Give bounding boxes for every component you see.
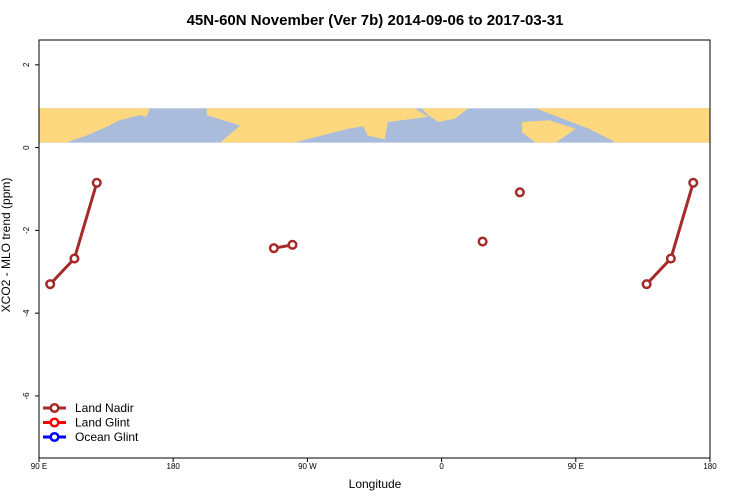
data-point bbox=[45, 279, 56, 290]
land-mass bbox=[132, 108, 150, 117]
data-point bbox=[268, 243, 279, 254]
x-tick-label: 0 bbox=[439, 462, 444, 471]
y-tick-label: 2 bbox=[22, 62, 31, 67]
x-tick-label: 90 W bbox=[298, 462, 317, 471]
land-mass bbox=[421, 108, 469, 123]
legend-label: Ocean Glint bbox=[75, 430, 139, 444]
legend-swatch-marker bbox=[49, 417, 60, 428]
chart-title: 45N-60N November (Ver 7b) 2014-09-06 to … bbox=[187, 12, 564, 29]
data-point bbox=[91, 177, 102, 188]
land-mass bbox=[676, 108, 710, 126]
series-line bbox=[645, 182, 695, 286]
land-mass bbox=[39, 108, 140, 143]
x-tick-label: 90 E bbox=[31, 462, 47, 471]
y-axis: 2 0 -2 -4 -6 bbox=[22, 62, 39, 399]
y-tick-label: -4 bbox=[22, 309, 31, 317]
series-line bbox=[49, 182, 99, 286]
data-point bbox=[665, 253, 676, 264]
data-point bbox=[477, 236, 488, 247]
x-axis: 90 E 180 90 W 0 90 E 180 bbox=[31, 458, 717, 471]
data-point bbox=[688, 177, 699, 188]
data-point bbox=[514, 187, 525, 198]
x-axis-label: Longitude bbox=[349, 477, 402, 491]
data-point bbox=[69, 253, 80, 264]
legend-swatch-marker bbox=[49, 402, 60, 414]
land-mass bbox=[361, 122, 388, 140]
data-point bbox=[287, 239, 298, 250]
plot-frame bbox=[38, 39, 711, 459]
land-mass bbox=[206, 108, 429, 143]
y-tick-label: -2 bbox=[22, 226, 31, 234]
land-mass bbox=[535, 108, 710, 143]
series-layer bbox=[45, 177, 699, 290]
data-point bbox=[641, 279, 652, 290]
map-land bbox=[39, 108, 710, 143]
legend-swatch-marker bbox=[49, 431, 60, 443]
x-tick-label: 180 bbox=[167, 462, 181, 471]
y-axis-label: XCO2 - MLO trend (ppm) bbox=[0, 178, 13, 313]
y-tick-label: 0 bbox=[22, 145, 31, 150]
land-mass bbox=[522, 120, 576, 143]
legend-label: Land Glint bbox=[75, 416, 130, 430]
y-tick-label: -6 bbox=[22, 392, 31, 400]
x-tick-label: 180 bbox=[703, 462, 717, 471]
x-tick-label: 90 E bbox=[568, 462, 584, 471]
legend-label: Land Nadir bbox=[75, 401, 134, 415]
world-map-band bbox=[39, 108, 710, 143]
